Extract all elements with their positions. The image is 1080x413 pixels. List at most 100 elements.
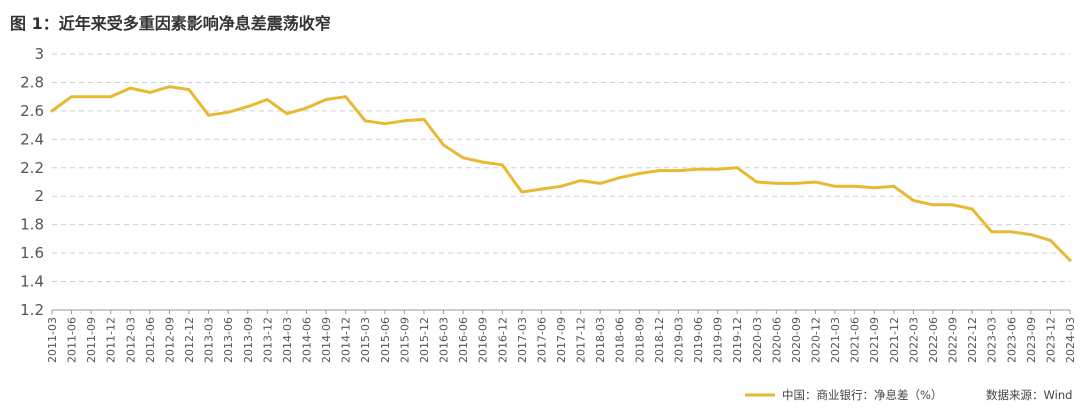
data-point bbox=[911, 199, 915, 202]
data-point bbox=[1068, 258, 1072, 262]
x-tick-label: 2014-03 bbox=[281, 317, 294, 363]
x-tick-label: 2017-12 bbox=[575, 317, 588, 363]
x-tick-label: 2018-09 bbox=[633, 317, 646, 363]
x-tick-label: 2020-06 bbox=[770, 317, 783, 363]
x-tick-label: 2022-09 bbox=[947, 317, 960, 363]
data-point bbox=[363, 119, 367, 123]
data-point bbox=[344, 95, 348, 99]
x-tick-label: 2013-09 bbox=[242, 317, 255, 363]
x-tick-label: 2018-03 bbox=[594, 317, 607, 363]
data-point bbox=[128, 86, 132, 90]
x-tick-label: 2012-03 bbox=[124, 317, 137, 363]
data-point bbox=[520, 190, 524, 194]
x-tick-label: 2011-06 bbox=[66, 317, 79, 363]
x-tick-label: 2021-12 bbox=[888, 317, 901, 363]
y-tick-label: 3 bbox=[34, 45, 44, 63]
data-point bbox=[872, 186, 876, 190]
y-tick-label: 2.8 bbox=[20, 73, 44, 91]
x-tick-label: 2023-12 bbox=[1044, 317, 1057, 363]
data-point bbox=[794, 182, 798, 185]
legend-label: 中国：商业银行：净息差（%） bbox=[782, 388, 942, 402]
data-point bbox=[168, 85, 171, 89]
x-tick-label: 2016-09 bbox=[477, 317, 490, 363]
x-tick-label: 2013-12 bbox=[261, 317, 274, 363]
x-tick-label: 2019-12 bbox=[731, 317, 744, 363]
data-point bbox=[187, 88, 191, 91]
data-point bbox=[1029, 233, 1033, 237]
x-tick-label: 2011-03 bbox=[46, 317, 59, 363]
y-tick-label: 2 bbox=[34, 187, 44, 205]
x-tick-label: 2016-12 bbox=[496, 317, 509, 363]
data-point bbox=[892, 184, 896, 188]
data-point bbox=[305, 106, 308, 110]
x-tick-label: 2015-12 bbox=[418, 317, 431, 363]
x-tick-label: 2017-06 bbox=[535, 317, 548, 363]
x-tick-label: 2020-03 bbox=[751, 317, 764, 363]
data-point bbox=[677, 169, 680, 173]
x-tick-label: 2012-06 bbox=[144, 317, 157, 363]
data-point bbox=[70, 95, 73, 99]
data-point bbox=[990, 230, 994, 234]
x-tick-label: 2021-09 bbox=[868, 317, 881, 363]
data-point bbox=[402, 119, 406, 123]
x-tick-label: 2019-03 bbox=[672, 317, 685, 363]
data-point bbox=[461, 156, 465, 160]
data-point bbox=[285, 112, 289, 116]
x-tick-label: 2023-03 bbox=[986, 317, 999, 363]
y-tick-label: 1.4 bbox=[20, 273, 44, 291]
x-tick-label: 2014-12 bbox=[340, 317, 353, 363]
data-point bbox=[598, 182, 602, 185]
x-tick-label: 2021-03 bbox=[829, 317, 842, 363]
data-point bbox=[579, 179, 582, 182]
data-point bbox=[637, 172, 641, 175]
data-point bbox=[50, 109, 54, 113]
x-tick-label: 2021-06 bbox=[849, 317, 862, 363]
data-point bbox=[89, 95, 93, 99]
source-note: 数据来源：Wind bbox=[986, 388, 1072, 402]
x-axis-tick-labels: 2011-03 2011-06 2011-09 2011-12 2012-03 2012-… bbox=[46, 317, 1077, 363]
x-tick-label: 2012-09 bbox=[163, 317, 176, 363]
x-tick-label: 2015-09 bbox=[398, 317, 411, 363]
x-tick-label: 2020-09 bbox=[790, 317, 803, 363]
y-tick-label: 1.6 bbox=[20, 244, 44, 262]
data-point bbox=[931, 203, 935, 207]
data-point bbox=[324, 98, 328, 101]
x-tick-label: 2017-09 bbox=[555, 317, 568, 363]
data-point bbox=[540, 187, 543, 191]
y-tick-label: 1.8 bbox=[20, 216, 44, 234]
data-point bbox=[109, 95, 113, 99]
x-tick-label: 2023-09 bbox=[1025, 317, 1038, 363]
x-tick-label: 2015-06 bbox=[379, 317, 392, 363]
series-line bbox=[50, 85, 1072, 262]
data-point bbox=[207, 113, 211, 117]
x-tick-label: 2015-03 bbox=[359, 317, 372, 363]
data-point bbox=[951, 203, 954, 207]
data-point bbox=[246, 105, 250, 109]
gridlines bbox=[52, 53, 1070, 283]
data-point bbox=[148, 91, 152, 94]
y-axis-tick-labels: 1.2 1.4 1.6 1.8 2 2.2 2.4 2.6 2.8 3 bbox=[20, 45, 44, 319]
y-tick-label: 1.2 bbox=[20, 301, 44, 319]
data-point bbox=[442, 143, 445, 147]
series-layer bbox=[50, 85, 1072, 262]
data-point bbox=[559, 184, 563, 188]
data-point bbox=[1009, 230, 1013, 234]
data-point bbox=[755, 180, 759, 184]
x-tick-label: 2023-06 bbox=[1005, 317, 1018, 363]
data-point bbox=[383, 122, 387, 126]
data-point bbox=[853, 184, 857, 188]
data-point bbox=[657, 169, 661, 173]
y-tick-label: 2.4 bbox=[20, 130, 44, 148]
x-tick-label: 2017-03 bbox=[516, 317, 529, 363]
x-tick-label: 2018-12 bbox=[653, 317, 666, 363]
data-point bbox=[500, 163, 504, 167]
data-point bbox=[422, 118, 426, 121]
x-tick-label: 2022-06 bbox=[927, 317, 940, 363]
x-tick-label: 2012-12 bbox=[183, 317, 196, 363]
x-tick-label: 2022-03 bbox=[907, 317, 920, 363]
data-point bbox=[833, 184, 837, 188]
x-tick-label: 2019-06 bbox=[692, 317, 705, 363]
x-tick-label: 2016-03 bbox=[438, 317, 451, 363]
data-point bbox=[618, 176, 622, 180]
